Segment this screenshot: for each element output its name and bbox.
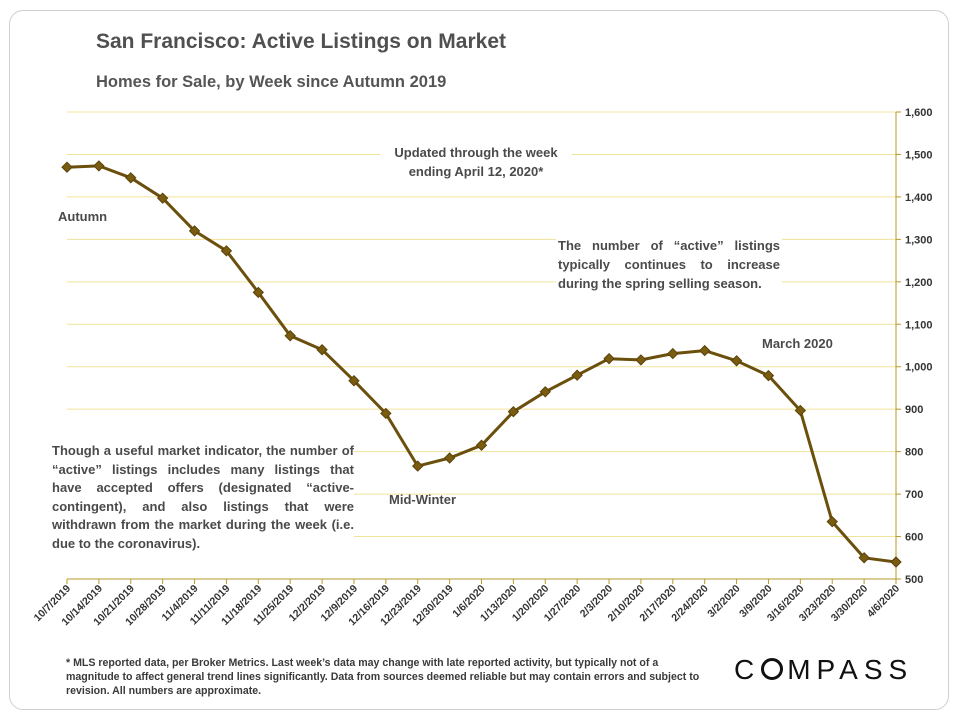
data-point-marker	[412, 460, 424, 472]
updated-note: Updated through the week ending April 12…	[380, 143, 572, 181]
y-tick-label: 1,000	[905, 362, 933, 374]
y-tick-label: 500	[905, 574, 923, 586]
logo-text-left: C	[734, 654, 761, 685]
data-point-marker	[603, 352, 615, 365]
y-tick-label: 1,500	[905, 149, 933, 161]
march-2020-label: March 2020	[762, 336, 833, 351]
data-point-marker	[220, 245, 233, 257]
data-point-marker	[507, 406, 520, 418]
data-point-marker	[826, 515, 838, 528]
y-tick-label: 1,600	[905, 107, 933, 119]
y-tick-label: 1,200	[905, 277, 933, 289]
data-point-marker	[698, 344, 711, 357]
data-point-marker	[794, 404, 807, 417]
data-point-marker	[284, 330, 296, 342]
data-point-marker	[125, 172, 137, 184]
x-tick-label: 3/2/2020	[705, 583, 742, 620]
logo-text-right: MPASS	[787, 654, 914, 685]
spring-note: The number of “active” listings typicall…	[556, 236, 782, 293]
compass-o-ring-icon	[761, 658, 784, 680]
y-tick-label: 1,100	[905, 319, 933, 331]
y-tick-label: 800	[905, 447, 923, 459]
compass-logo: C MPASS	[734, 654, 913, 686]
slide-frame	[9, 10, 949, 710]
data-point-marker	[730, 355, 743, 367]
data-point-marker	[571, 369, 583, 381]
y-tick-label: 1,300	[905, 234, 933, 246]
data-point-marker	[348, 375, 360, 387]
y-tick-label: 1,400	[905, 192, 933, 204]
data-point-marker	[93, 160, 105, 172]
data-point-marker	[188, 225, 201, 237]
data-point-marker	[475, 439, 488, 451]
data-point-marker	[316, 344, 328, 356]
data-point-marker	[762, 369, 775, 382]
data-point-marker	[156, 192, 169, 204]
y-tick-label: 600	[905, 532, 923, 544]
chart-title: San Francisco: Active Listings on Market	[96, 30, 506, 53]
mid-winter-label: Mid-Winter	[389, 492, 457, 507]
data-point-marker	[61, 161, 73, 173]
y-tick-label: 700	[905, 489, 923, 501]
data-point-marker	[539, 386, 551, 398]
data-series	[61, 160, 902, 568]
footnote: * MLS reported data, per Broker Metrics.…	[66, 657, 700, 697]
y-tick-label: 900	[905, 404, 923, 416]
data-point-marker	[858, 552, 870, 564]
data-point-marker	[635, 354, 647, 366]
indicator-note: Though a useful market indicator, the nu…	[52, 442, 354, 553]
data-point-marker	[667, 347, 679, 360]
chart-subtitle: Homes for Sale, by Week since Autumn 201…	[96, 73, 447, 91]
data-point-marker	[890, 556, 902, 568]
axes	[66, 111, 901, 584]
data-point-marker	[252, 286, 265, 299]
data-point-marker	[380, 407, 392, 420]
autumn-label: Autumn	[58, 209, 108, 224]
x-tick-label: 4/6/2020	[865, 583, 902, 620]
data-point-marker	[443, 452, 456, 464]
updated-note-line1: Updated through the week	[394, 145, 558, 160]
updated-note-line2: ending April 12, 2020*	[408, 164, 544, 179]
